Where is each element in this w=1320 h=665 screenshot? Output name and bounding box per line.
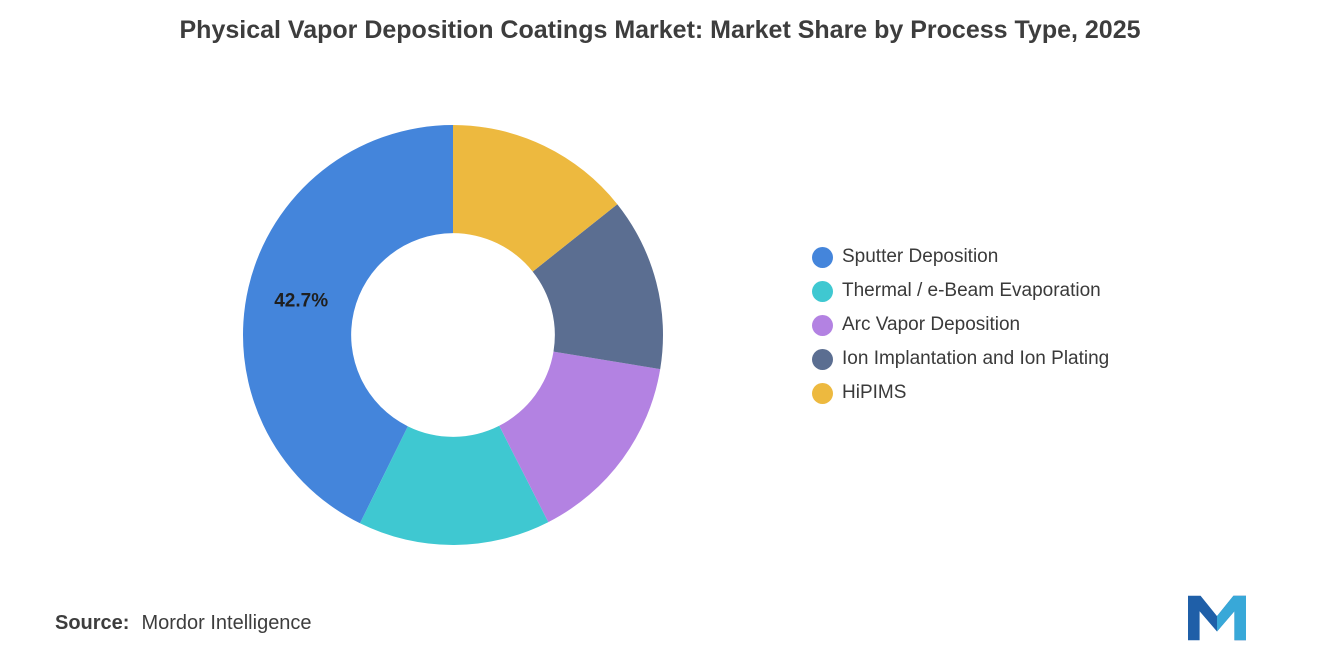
pie-slice-4 (453, 125, 618, 272)
legend-label: Ion Implantation and Ion Plating (842, 348, 1110, 369)
source-row: Source: Mordor Intelligence (55, 612, 312, 635)
legend-item-4[interactable]: HiPIMS (812, 382, 1109, 404)
legend-label: Sputter Deposition (842, 246, 999, 267)
pie-slice-0 (243, 125, 453, 524)
pie-slice-3 (532, 204, 663, 370)
legend-label: HiPIMS (842, 382, 907, 403)
slice-data-label: 42.7% (274, 291, 328, 312)
source-value: Mordor Intelligence (141, 612, 312, 634)
legend-swatch-icon (812, 382, 833, 404)
legend-swatch-icon (812, 246, 833, 268)
legend-swatch-icon (812, 314, 833, 336)
legend-item-2[interactable]: Arc Vapor Deposition (812, 314, 1109, 336)
legend-swatch-icon (812, 348, 833, 370)
legend-item-3[interactable]: Ion Implantation and Ion Plating (812, 348, 1109, 370)
pie-slice-1 (360, 425, 549, 545)
legend-item-1[interactable]: Thermal / e-Beam Evaporation (812, 280, 1109, 302)
legend: Sputter Deposition Thermal / e-Beam Evapo… (812, 246, 1109, 416)
source-label: Source: (55, 612, 130, 634)
mordor-logo-m-icon (1188, 595, 1246, 641)
legend-item-0[interactable]: Sputter Deposition (812, 246, 1109, 268)
pie-slice-2 (499, 351, 661, 523)
legend-swatch-icon (812, 280, 833, 302)
donut-svg: 42.7% (243, 125, 663, 545)
chart-title: Physical Vapor Deposition Coatings Marke… (179, 16, 1141, 44)
legend-label: Arc Vapor Deposition (842, 314, 1021, 335)
donut-chart: 42.7% (233, 115, 673, 555)
mordor-intelligence-logo (1188, 595, 1246, 641)
legend-label: Thermal / e-Beam Evaporation (842, 280, 1101, 301)
